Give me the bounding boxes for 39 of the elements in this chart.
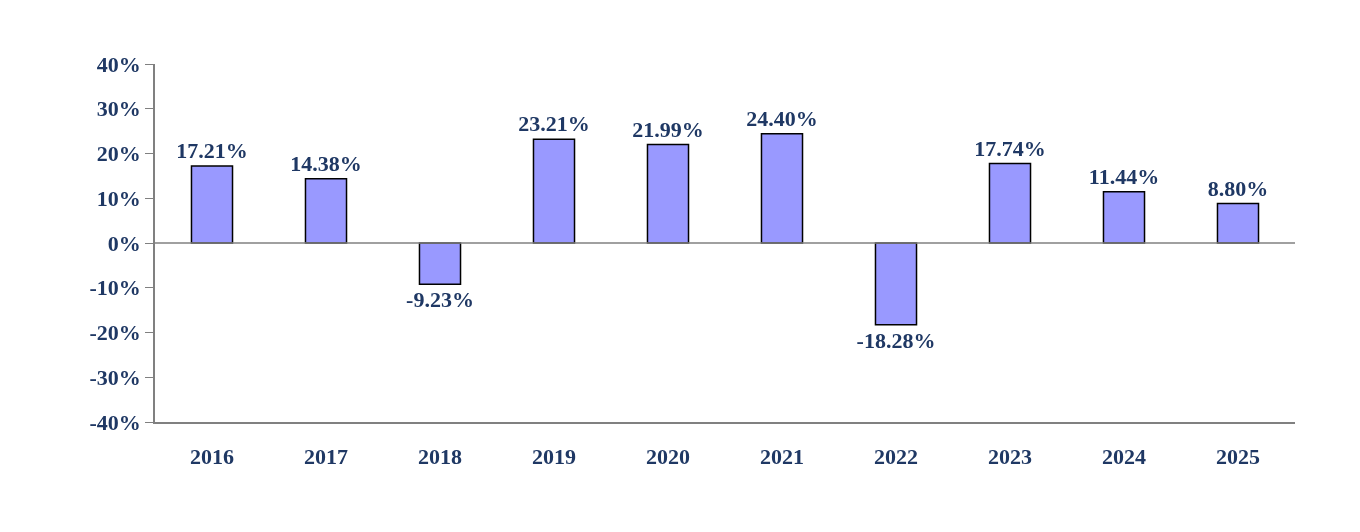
y-tick-label: 20% xyxy=(96,141,141,167)
y-tick-label: 40% xyxy=(96,51,141,77)
y-tick-label: -10% xyxy=(89,275,141,301)
bar xyxy=(532,138,576,244)
x-tick-label: 2020 xyxy=(646,444,690,470)
bar xyxy=(304,177,348,244)
bar xyxy=(418,242,462,286)
y-tick-label: -30% xyxy=(89,364,141,390)
x-tick-label: 2018 xyxy=(418,444,462,470)
y-tick-label: -20% xyxy=(89,320,141,346)
y-tick-label: 10% xyxy=(96,185,141,211)
bar xyxy=(1102,191,1146,244)
data-label: 14.38% xyxy=(290,150,362,176)
x-tick-label: 2024 xyxy=(1102,444,1146,470)
data-label: 8.80% xyxy=(1207,175,1269,201)
bar xyxy=(874,242,918,326)
x-tick-label: 2019 xyxy=(532,444,576,470)
x-tick-label: 2023 xyxy=(988,444,1032,470)
x-tick-label: 2017 xyxy=(304,444,348,470)
data-label: 17.21% xyxy=(176,137,248,163)
data-label: -18.28% xyxy=(856,327,936,353)
data-label: 17.74% xyxy=(974,135,1046,161)
bar xyxy=(988,162,1032,244)
x-tick-label: 2025 xyxy=(1216,444,1260,470)
data-label: 11.44% xyxy=(1088,163,1160,189)
y-tick-label: 0% xyxy=(107,230,141,256)
bar xyxy=(646,143,690,244)
data-label: 24.40% xyxy=(746,105,818,131)
y-tick-label: -40% xyxy=(89,409,141,435)
bar xyxy=(760,133,804,244)
x-tick-label: 2021 xyxy=(760,444,804,470)
x-tick-label: 2016 xyxy=(190,444,234,470)
data-label: 23.21% xyxy=(518,111,590,137)
bar xyxy=(190,165,234,244)
bar xyxy=(1216,202,1260,244)
data-label: -9.23% xyxy=(406,287,474,313)
data-label: 21.99% xyxy=(632,116,704,142)
x-tick-label: 2022 xyxy=(874,444,918,470)
y-tick-label: 30% xyxy=(96,96,141,122)
